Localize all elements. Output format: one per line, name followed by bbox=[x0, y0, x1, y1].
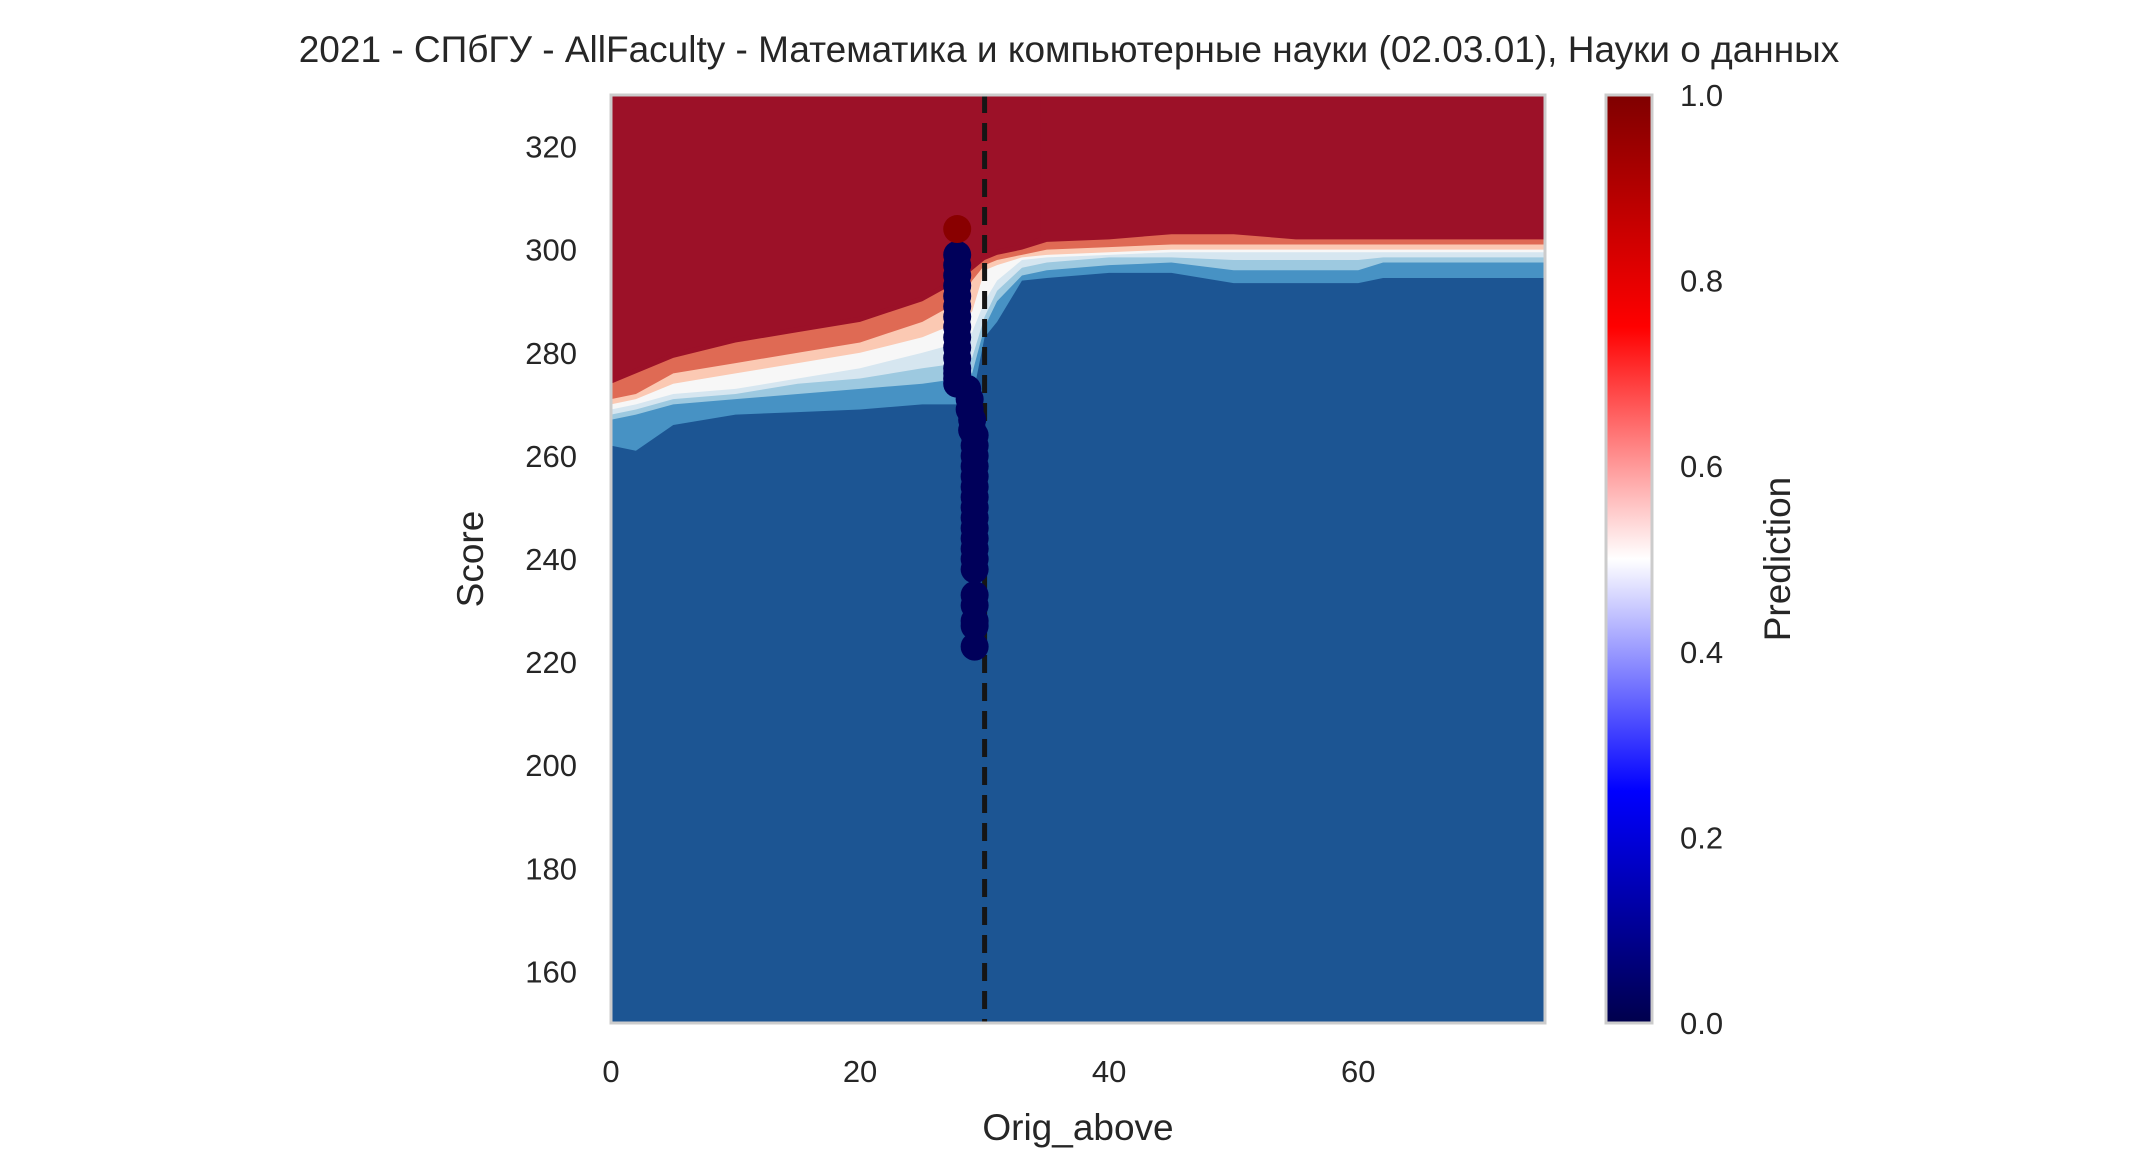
data-points bbox=[943, 215, 989, 661]
x-axis-label: Orig_above bbox=[982, 1107, 1173, 1148]
data-point bbox=[943, 215, 972, 244]
colorbar-tick-label: 1.0 bbox=[1680, 78, 1723, 113]
y-tick-label: 180 bbox=[525, 851, 577, 886]
data-point bbox=[960, 555, 989, 584]
x-tick-label: 0 bbox=[602, 1054, 619, 1089]
x-axis-ticks: 0 20 40 60 bbox=[602, 1054, 1375, 1089]
data-point bbox=[960, 612, 989, 641]
colorbar-tick-label: 0.0 bbox=[1680, 1006, 1723, 1041]
colorbar-frame bbox=[1604, 93, 1654, 1025]
y-tick-label: 260 bbox=[525, 439, 577, 474]
colorbar: 0.0 0.2 0.4 0.6 0.8 1.0 Prediction bbox=[1604, 78, 1798, 1041]
colorbar-tick-label: 0.6 bbox=[1680, 449, 1723, 484]
y-tick-label: 300 bbox=[525, 233, 577, 268]
plot-area bbox=[611, 95, 1545, 1023]
y-tick-label: 200 bbox=[525, 748, 577, 783]
y-tick-label: 160 bbox=[525, 954, 577, 989]
data-point bbox=[960, 632, 989, 661]
x-tick-label: 60 bbox=[1341, 1054, 1375, 1089]
y-tick-label: 320 bbox=[525, 130, 577, 165]
y-tick-label: 240 bbox=[525, 542, 577, 577]
y-axis-label: Score bbox=[450, 511, 491, 608]
y-tick-label: 280 bbox=[525, 336, 577, 371]
x-tick-label: 40 bbox=[1092, 1054, 1126, 1089]
colorbar-gradient bbox=[1606, 95, 1652, 1023]
prediction-regions bbox=[611, 95, 1545, 1023]
colorbar-ticks: 0.0 0.2 0.4 0.6 0.8 1.0 bbox=[1680, 78, 1723, 1041]
colorbar-tick-label: 0.8 bbox=[1680, 264, 1723, 299]
x-tick-label: 20 bbox=[843, 1054, 877, 1089]
chart-title: 2021 - СПбГУ - AllFaculty - Математика и… bbox=[299, 29, 1840, 70]
colorbar-tick-label: 0.4 bbox=[1680, 635, 1723, 670]
colorbar-tick-label: 0.2 bbox=[1680, 820, 1723, 855]
colorbar-label: Prediction bbox=[1757, 477, 1798, 642]
y-axis-ticks: 160 180 200 220 240 260 280 300 320 bbox=[525, 130, 577, 990]
y-tick-label: 220 bbox=[525, 645, 577, 680]
region-level-8 bbox=[611, 95, 1041, 379]
plot-frame bbox=[609, 93, 1547, 1025]
